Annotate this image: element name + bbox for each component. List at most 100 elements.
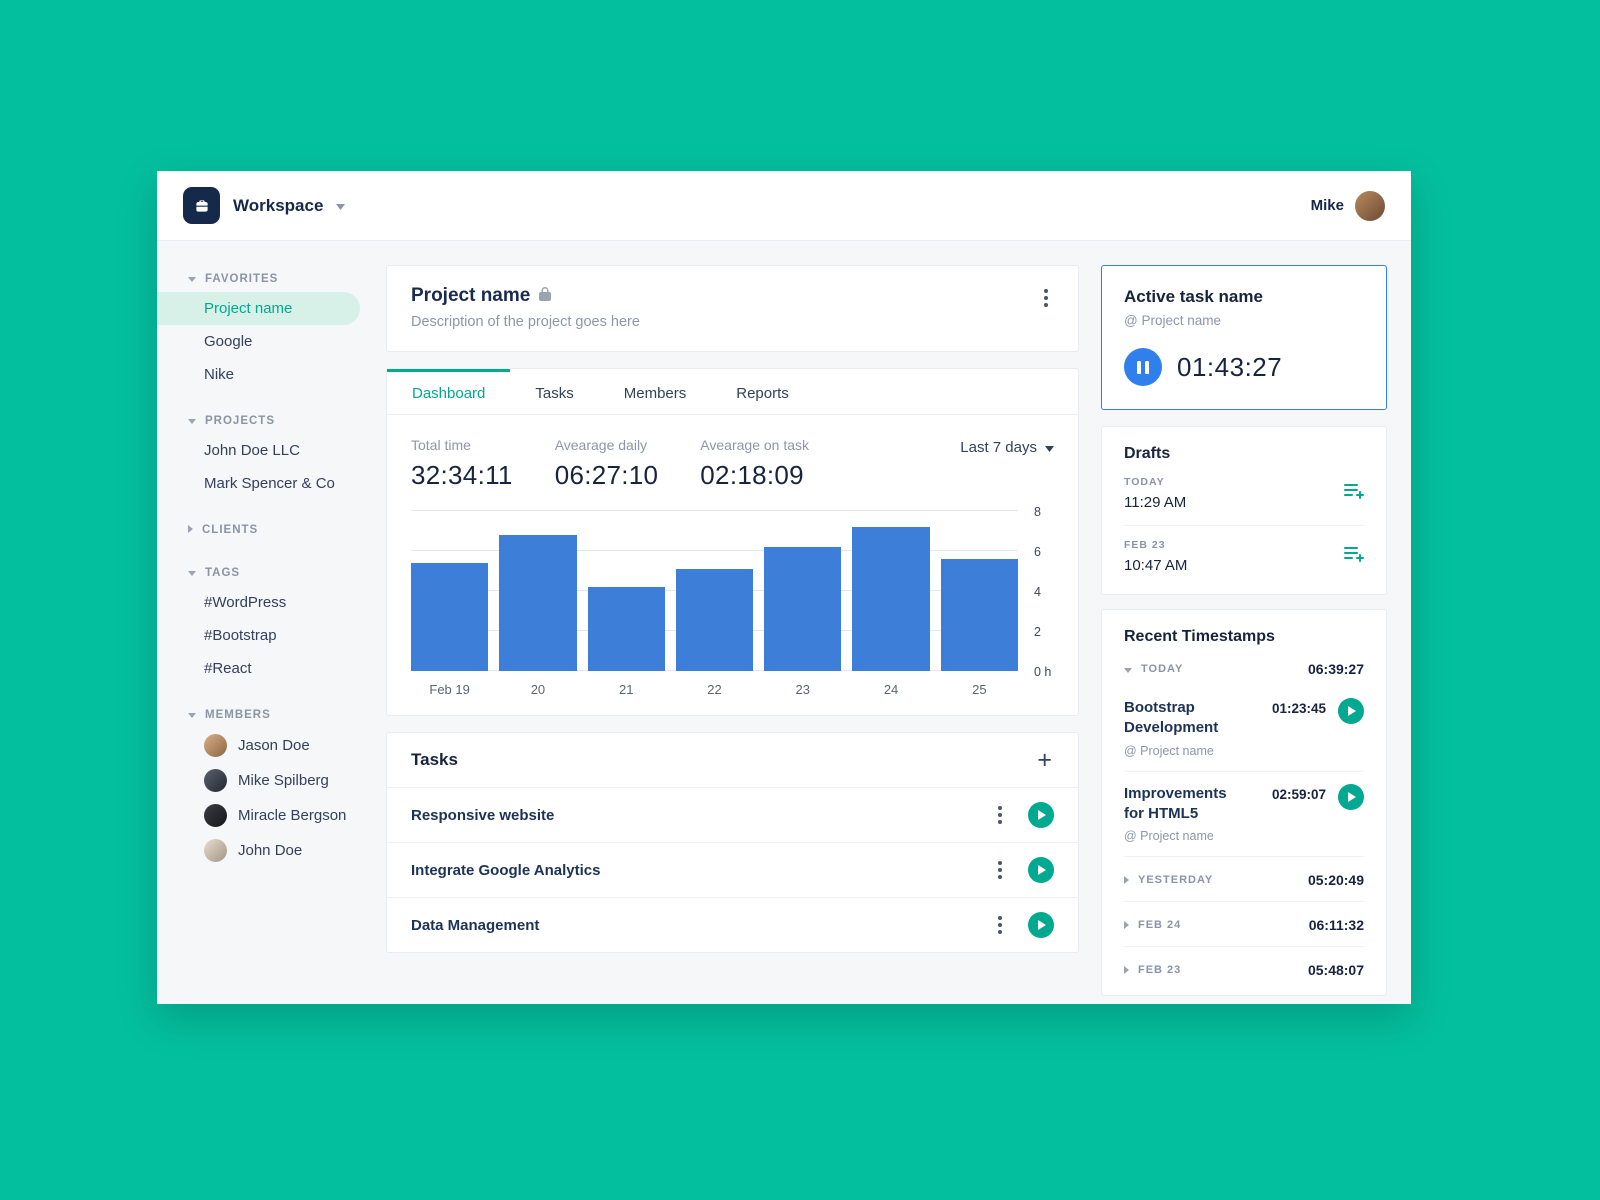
stat-total-time: Total time 32:34:11 [411, 437, 513, 491]
chevron-down-icon [336, 197, 346, 215]
chart-gridline [411, 550, 1018, 551]
tasks-title: Tasks [411, 750, 458, 769]
sidebar-item-tag-wordpress[interactable]: #WordPress [204, 594, 287, 611]
user-avatar [1355, 190, 1385, 221]
kebab-menu-icon[interactable] [1038, 285, 1054, 330]
sidebar-section-clients: CLIENTS [157, 518, 386, 543]
draft-row-feb-23[interactable]: FEB 23 10:47 AM [1124, 526, 1364, 588]
briefcase-icon [183, 187, 220, 224]
sidebar-member-john-doe[interactable]: John Doe [157, 833, 386, 868]
task-row-integrate-google-analytics[interactable]: Integrate Google Analytics [387, 842, 1078, 897]
timestamps-group-today[interactable]: TODAY 06:39:27 [1124, 646, 1364, 690]
favorites-section-header[interactable]: FAVORITES [157, 267, 386, 292]
members-section-header[interactable]: MEMBERS [157, 703, 386, 728]
drafts-title: Drafts [1124, 445, 1171, 462]
timestamp-entry-bootstrap-development[interactable]: Bootstrap Development @ Project name 01:… [1124, 690, 1364, 771]
chart-bars [411, 511, 1018, 671]
task-row-responsive-website[interactable]: Responsive website [387, 787, 1078, 842]
tab-members[interactable]: Members [623, 385, 687, 402]
chart-gridline [411, 510, 1018, 511]
chevron-down-icon [1045, 439, 1054, 456]
sidebar-item-tag-react[interactable]: #React [204, 660, 252, 677]
add-to-list-icon[interactable] [1344, 483, 1364, 504]
task-row-data-management[interactable]: Data Management [387, 897, 1078, 952]
entry-time: 01:23:45 [1271, 701, 1326, 716]
chart-yaxis: 0 h 2 4 6 8 [1018, 505, 1054, 679]
sidebar-section-members: MEMBERS Jason Doe Mike Spilberg Miracle … [157, 703, 386, 868]
stat-average-daily: Avearage daily 06:27:10 [555, 437, 659, 491]
chart-x-tick-label: 25 [972, 682, 987, 697]
chart-bar [587, 587, 665, 671]
active-task-card: Active task name @ Project name 01:43:27 [1101, 265, 1387, 410]
draft-row-today[interactable]: TODAY 11:29 AM [1124, 463, 1364, 526]
entry-name: Bootstrap Development [1124, 699, 1219, 737]
project-description: Description of the project goes here [411, 314, 640, 330]
tab-tasks[interactable]: Tasks [535, 385, 574, 402]
member-name: Jason Doe [238, 737, 310, 754]
kebab-menu-icon[interactable] [992, 802, 1008, 828]
sidebar-item-mark-spencer[interactable]: Mark Spencer & Co [204, 475, 335, 492]
group-label: TODAY [1141, 663, 1184, 675]
chevron-down-icon [188, 415, 196, 427]
chart-bar [852, 527, 930, 671]
add-to-list-icon[interactable] [1344, 546, 1364, 567]
stat-average-on-task: Avearage on task 02:18:09 [700, 437, 809, 491]
section-label: MEMBERS [205, 709, 271, 721]
chart-x-tick-label: 20 [530, 682, 546, 697]
play-icon[interactable] [1028, 857, 1054, 883]
topbar: Workspace Mike [157, 171, 1411, 241]
active-task-title: Active task name [1124, 287, 1263, 306]
timestamps-group-feb-23[interactable]: FEB 23 05:48:07 [1124, 946, 1364, 991]
stat-value: 32:34:11 [411, 460, 513, 490]
draft-time: 11:29 AM [1124, 494, 1187, 511]
chart-y-tick-label: 6 [1034, 545, 1041, 559]
kebab-menu-icon[interactable] [992, 857, 1008, 883]
tab-reports[interactable]: Reports [736, 385, 789, 402]
chart-x-tick-label: 24 [883, 682, 899, 697]
tags-section-header[interactable]: TAGS [157, 561, 386, 586]
play-icon[interactable] [1028, 912, 1054, 938]
task-name: Integrate Google Analytics [411, 861, 601, 879]
sidebar-item-john-doe-llc[interactable]: John Doe LLC [204, 442, 300, 459]
section-label: FAVORITES [205, 273, 279, 285]
sidebar-item-tag-bootstrap[interactable]: #Bootstrap [204, 627, 277, 644]
user-name: Mike [1310, 197, 1344, 214]
timestamps-group-feb-24[interactable]: FEB 24 06:11:32 [1124, 901, 1364, 946]
sidebar-member-mike-spilberg[interactable]: Mike Spilberg [157, 763, 386, 798]
timestamps-title: Recent Timestamps [1124, 628, 1275, 645]
workspace-switcher[interactable]: Workspace [183, 187, 346, 224]
chart-bar [675, 569, 754, 671]
app-window: Workspace Mike FAVORITES Project name Go… [157, 171, 1411, 1004]
projects-section-header[interactable]: PROJECTS [157, 409, 386, 434]
project-title: Project name [411, 285, 531, 306]
entry-project: @ Project name [1124, 743, 1214, 758]
sidebar-item-project-name[interactable]: Project name [157, 292, 360, 325]
play-icon[interactable] [1338, 783, 1364, 810]
sidebar-item-google[interactable]: Google [204, 333, 253, 350]
sidebar-member-miracle-bergson[interactable]: Miracle Bergson [157, 798, 386, 833]
chevron-right-icon [1124, 871, 1129, 889]
stat-value: 02:18:09 [700, 460, 804, 490]
pause-icon[interactable] [1124, 348, 1162, 386]
plus-icon[interactable]: + [1037, 746, 1052, 774]
kebab-menu-icon[interactable] [992, 912, 1008, 938]
entry-time: 02:59:07 [1271, 786, 1326, 802]
timestamps-group-yesterday[interactable]: YESTERDAY 05:20:49 [1124, 856, 1364, 901]
section-label: CLIENTS [202, 524, 259, 536]
timestamp-entry-improvements-html5[interactable]: Improvements for HTML5 @ Project name 02… [1124, 770, 1364, 857]
chart-x-tick-label: 22 [707, 682, 722, 697]
user-menu[interactable]: Mike [1310, 190, 1385, 221]
chevron-right-icon [188, 524, 193, 536]
chevron-right-icon [1124, 916, 1129, 934]
play-icon[interactable] [1028, 802, 1054, 828]
date-range-dropdown[interactable]: Last 7 days [960, 437, 1054, 456]
draft-time: 10:47 AM [1124, 557, 1188, 574]
recent-timestamps-card: Recent Timestamps TODAY 06:39:27 Bootstr… [1101, 609, 1387, 996]
sidebar-item-nike[interactable]: Nike [204, 366, 235, 383]
chart-x-tick-label: 23 [795, 682, 810, 697]
play-icon[interactable] [1338, 698, 1364, 724]
sidebar-member-jason-doe[interactable]: Jason Doe [157, 728, 386, 763]
tab-dashboard[interactable]: Dashboard [387, 369, 511, 414]
clients-section-header[interactable]: CLIENTS [157, 518, 386, 543]
